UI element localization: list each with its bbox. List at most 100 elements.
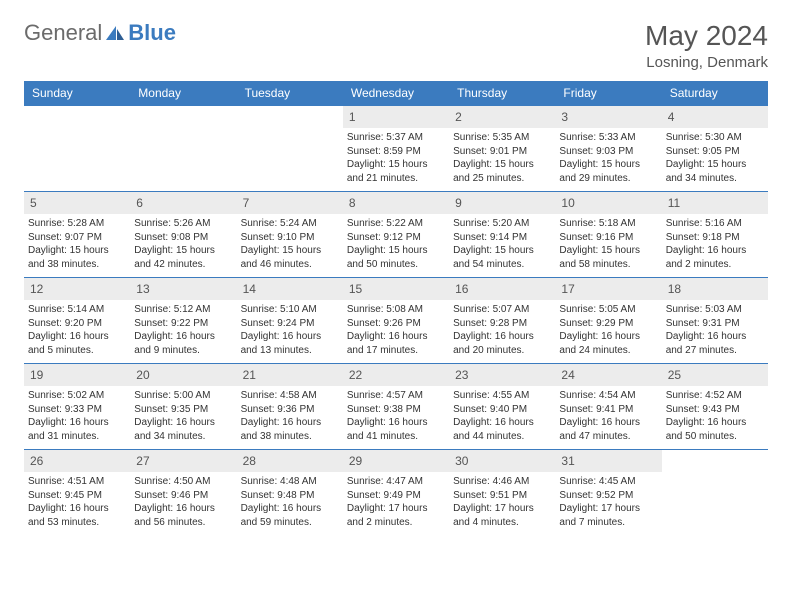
- sunset-line: Sunset: 9:31 PM: [666, 317, 764, 331]
- brand-logo: General Blue: [24, 20, 176, 46]
- day-info: Sunrise: 5:24 AMSunset: 9:10 PMDaylight:…: [241, 217, 339, 271]
- day-info: Sunrise: 5:00 AMSunset: 9:35 PMDaylight:…: [134, 389, 232, 443]
- sunset-line: Sunset: 9:48 PM: [241, 489, 339, 503]
- day-info: Sunrise: 5:02 AMSunset: 9:33 PMDaylight:…: [28, 389, 126, 443]
- day-cell: [24, 106, 130, 192]
- daylight-line: Daylight: 16 hours and 56 minutes.: [134, 502, 232, 529]
- sunset-line: Sunset: 9:35 PM: [134, 403, 232, 417]
- sunset-line: Sunset: 9:12 PM: [347, 231, 445, 245]
- daylight-line: Daylight: 15 hours and 42 minutes.: [134, 244, 232, 271]
- daylight-line: Daylight: 16 hours and 9 minutes.: [134, 330, 232, 357]
- week-row-3: 19Sunrise: 5:02 AMSunset: 9:33 PMDayligh…: [24, 364, 768, 450]
- sunset-line: Sunset: 9:43 PM: [666, 403, 764, 417]
- day-cell: 20 Sunrise: 5:00 AMSunset: 9:35 PMDayligh…: [130, 364, 236, 450]
- sunset-line: Sunset: 9:51 PM: [453, 489, 551, 503]
- day-cell: 29Sunrise: 4:47 AMSunset: 9:49 PMDayligh…: [343, 450, 449, 536]
- sunrise-line: Sunrise: 4:46 AM: [453, 475, 551, 489]
- dow-header-4: Thursday: [449, 81, 555, 106]
- day-number: 4: [662, 106, 768, 128]
- daylight-line: Daylight: 16 hours and 47 minutes.: [559, 416, 657, 443]
- sail-icon: [106, 26, 124, 40]
- daylight-line: Daylight: 16 hours and 5 minutes.: [28, 330, 126, 357]
- day-info: Sunrise: 5:10 AMSunset: 9:24 PMDaylight:…: [241, 303, 339, 357]
- day-number: 29: [343, 450, 449, 472]
- sunset-line: Sunset: 8:59 PM: [347, 145, 445, 159]
- sunrise-line: Sunrise: 4:57 AM: [347, 389, 445, 403]
- sunrise-line: Sunrise: 4:51 AM: [28, 475, 126, 489]
- day-number: 3: [555, 106, 661, 128]
- sunrise-line: Sunrise: 5:35 AM: [453, 131, 551, 145]
- sunrise-line: Sunrise: 5:26 AM: [134, 217, 232, 231]
- day-info: Sunrise: 4:45 AMSunset: 9:52 PMDaylight:…: [559, 475, 657, 529]
- day-info: Sunrise: 5:14 AMSunset: 9:20 PMDaylight:…: [28, 303, 126, 357]
- day-cell: 25Sunrise: 4:52 AMSunset: 9:43 PMDayligh…: [662, 364, 768, 450]
- sunrise-line: Sunrise: 5:08 AM: [347, 303, 445, 317]
- daylight-line: Daylight: 16 hours and 50 minutes.: [666, 416, 764, 443]
- sunrise-line: Sunrise: 4:47 AM: [347, 475, 445, 489]
- day-number: 2: [449, 106, 555, 128]
- day-info: Sunrise: 5:16 AMSunset: 9:18 PMDaylight:…: [666, 217, 764, 271]
- day-info: Sunrise: 5:20 AMSunset: 9:14 PMDaylight:…: [453, 217, 551, 271]
- daylight-line: Daylight: 17 hours and 4 minutes.: [453, 502, 551, 529]
- day-number: 17: [555, 278, 661, 300]
- day-cell: 2Sunrise: 5:35 AMSunset: 9:01 PMDaylight…: [449, 106, 555, 192]
- day-info: Sunrise: 5:26 AMSunset: 9:08 PMDaylight:…: [134, 217, 232, 271]
- day-cell: 14 Sunrise: 5:10 AMSunset: 9:24 PMDayligh…: [237, 278, 343, 364]
- calendar-table: SundayMondayTuesdayWednesdayThursdayFrid…: [24, 81, 768, 535]
- title-block: May 2024 Losning, Denmark: [645, 20, 768, 71]
- day-cell: 19Sunrise: 5:02 AMSunset: 9:33 PMDayligh…: [24, 364, 130, 450]
- day-info: Sunrise: 5:05 AMSunset: 9:29 PMDaylight:…: [559, 303, 657, 357]
- day-number: 1: [343, 106, 449, 128]
- day-cell: 21Sunrise: 4:58 AMSunset: 9:36 PMDayligh…: [237, 364, 343, 450]
- day-cell: 1Sunrise: 5:37 AMSunset: 8:59 PMDaylight…: [343, 106, 449, 192]
- sunrise-line: Sunrise: 5:18 AM: [559, 217, 657, 231]
- day-number: 13: [130, 278, 236, 300]
- daylight-line: Daylight: 15 hours and 21 minutes.: [347, 158, 445, 185]
- day-cell: 27Sunrise: 4:50 AMSunset: 9:46 PMDayligh…: [130, 450, 236, 536]
- sunrise-line: Sunrise: 5:20 AM: [453, 217, 551, 231]
- sunrise-line: Sunrise: 5:22 AM: [347, 217, 445, 231]
- day-cell: 15Sunrise: 5:08 AMSunset: 9:26 PMDayligh…: [343, 278, 449, 364]
- sunset-line: Sunset: 9:10 PM: [241, 231, 339, 245]
- day-info: Sunrise: 5:18 AMSunset: 9:16 PMDaylight:…: [559, 217, 657, 271]
- day-number: 5: [24, 192, 130, 214]
- sunset-line: Sunset: 9:20 PM: [28, 317, 126, 331]
- day-cell: 8Sunrise: 5:22 AMSunset: 9:12 PMDaylight…: [343, 192, 449, 278]
- sunset-line: Sunset: 9:52 PM: [559, 489, 657, 503]
- sunset-line: Sunset: 9:28 PM: [453, 317, 551, 331]
- day-info: Sunrise: 4:52 AMSunset: 9:43 PMDaylight:…: [666, 389, 764, 443]
- sunset-line: Sunset: 9:24 PM: [241, 317, 339, 331]
- sunset-line: Sunset: 9:29 PM: [559, 317, 657, 331]
- daylight-line: Daylight: 15 hours and 25 minutes.: [453, 158, 551, 185]
- sunset-line: Sunset: 9:45 PM: [28, 489, 126, 503]
- sunset-line: Sunset: 9:38 PM: [347, 403, 445, 417]
- day-cell: 9Sunrise: 5:20 AMSunset: 9:14 PMDaylight…: [449, 192, 555, 278]
- day-cell: 24Sunrise: 4:54 AMSunset: 9:41 PMDayligh…: [555, 364, 661, 450]
- day-number: 14: [237, 278, 343, 300]
- day-info: Sunrise: 4:51 AMSunset: 9:45 PMDaylight:…: [28, 475, 126, 529]
- sunset-line: Sunset: 9:03 PM: [559, 145, 657, 159]
- day-cell: [130, 106, 236, 192]
- sunrise-line: Sunrise: 5:02 AM: [28, 389, 126, 403]
- day-number: 6: [130, 192, 236, 214]
- sunset-line: Sunset: 9:46 PM: [134, 489, 232, 503]
- sunrise-line: Sunrise: 4:52 AM: [666, 389, 764, 403]
- daylight-line: Daylight: 15 hours and 34 minutes.: [666, 158, 764, 185]
- day-cell: 4Sunrise: 5:30 AMSunset: 9:05 PMDaylight…: [662, 106, 768, 192]
- brand-text-1: General: [24, 20, 102, 46]
- sunrise-line: Sunrise: 5:05 AM: [559, 303, 657, 317]
- day-cell: 28Sunrise: 4:48 AMSunset: 9:48 PMDayligh…: [237, 450, 343, 536]
- daylight-line: Daylight: 15 hours and 46 minutes.: [241, 244, 339, 271]
- sunrise-line: Sunrise: 5:10 AM: [241, 303, 339, 317]
- daylight-line: Daylight: 16 hours and 20 minutes.: [453, 330, 551, 357]
- day-info: Sunrise: 4:50 AMSunset: 9:46 PMDaylight:…: [134, 475, 232, 529]
- day-info: Sunrise: 5:03 AMSunset: 9:31 PMDaylight:…: [666, 303, 764, 357]
- day-cell: 30 Sunrise: 4:46 AMSunset: 9:51 PMDayligh…: [449, 450, 555, 536]
- day-number: 20: [130, 364, 236, 386]
- day-number: 28: [237, 450, 343, 472]
- daylight-line: Daylight: 15 hours and 29 minutes.: [559, 158, 657, 185]
- sunset-line: Sunset: 9:36 PM: [241, 403, 339, 417]
- day-number: 30: [449, 450, 555, 472]
- day-cell: 5Sunrise: 5:28 AMSunset: 9:07 PMDaylight…: [24, 192, 130, 278]
- sunset-line: Sunset: 9:16 PM: [559, 231, 657, 245]
